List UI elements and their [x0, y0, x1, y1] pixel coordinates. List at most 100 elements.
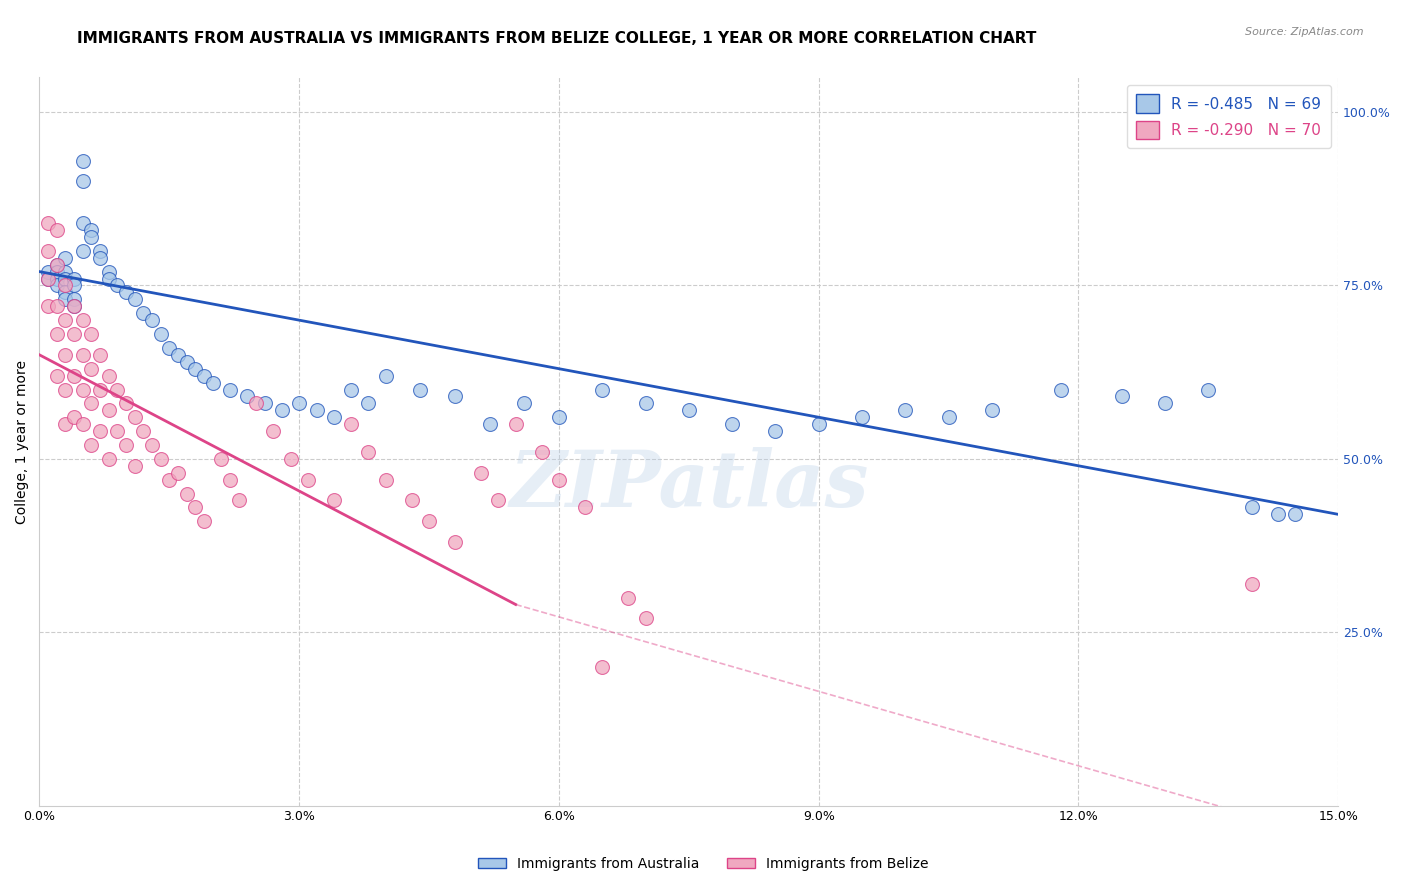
Point [72, 417, 94, 432]
Point [45, 326, 67, 341]
Y-axis label: College, 1 year or more: College, 1 year or more [15, 359, 30, 524]
Point [851, 410, 873, 425]
Point [45, 258, 67, 272]
Point [1284, 508, 1306, 522]
Point [409, 383, 432, 397]
Point [80, 223, 103, 237]
Point [63, 410, 86, 425]
Text: IMMIGRANTS FROM AUSTRALIA VS IMMIGRANTS FROM BELIZE COLLEGE, 1 YEAR OR MORE CORR: IMMIGRANTS FROM AUSTRALIA VS IMMIGRANTS … [77, 31, 1036, 46]
Point [1154, 396, 1177, 410]
Point [262, 424, 284, 438]
Point [124, 458, 146, 473]
Point [574, 500, 596, 515]
Point [63, 293, 86, 307]
Point [1240, 500, 1263, 515]
Point [55, 251, 77, 265]
Point [548, 410, 571, 425]
Point [530, 445, 553, 459]
Point [55, 417, 77, 432]
Point [280, 451, 302, 466]
Point [1267, 508, 1289, 522]
Point [115, 438, 138, 452]
Point [55, 285, 77, 300]
Point [55, 293, 77, 307]
Point [176, 486, 198, 500]
Point [219, 383, 242, 397]
Point [115, 396, 138, 410]
Point [72, 244, 94, 258]
Point [721, 417, 744, 432]
Point [486, 493, 509, 508]
Point [401, 493, 423, 508]
Point [72, 174, 94, 188]
Point [72, 153, 94, 168]
Point [938, 410, 960, 425]
Point [37, 271, 59, 285]
Point [167, 466, 190, 480]
Point [97, 265, 120, 279]
Point [105, 424, 128, 438]
Point [894, 403, 917, 417]
Point [45, 299, 67, 313]
Point [634, 396, 657, 410]
Point [634, 611, 657, 625]
Point [513, 396, 536, 410]
Point [444, 535, 467, 549]
Point [45, 271, 67, 285]
Point [124, 293, 146, 307]
Point [1050, 383, 1073, 397]
Point [105, 278, 128, 293]
Legend: R = -0.485   N = 69, R = -0.290   N = 70: R = -0.485 N = 69, R = -0.290 N = 70 [1128, 85, 1330, 148]
Point [193, 514, 215, 528]
Point [149, 451, 172, 466]
Point [72, 313, 94, 327]
Text: Source: ZipAtlas.com: Source: ZipAtlas.com [1246, 27, 1364, 37]
Point [63, 271, 86, 285]
Point [157, 473, 180, 487]
Point [591, 660, 613, 674]
Point [55, 271, 77, 285]
Point [444, 389, 467, 403]
Point [591, 383, 613, 397]
Point [253, 396, 276, 410]
Point [63, 368, 86, 383]
Point [157, 341, 180, 355]
Point [193, 368, 215, 383]
Point [72, 216, 94, 230]
Point [80, 230, 103, 244]
Point [97, 451, 120, 466]
Point [63, 278, 86, 293]
Point [132, 306, 155, 320]
Point [97, 271, 120, 285]
Point [63, 326, 86, 341]
Point [322, 493, 344, 508]
Text: ZIPatlas: ZIPatlas [509, 447, 869, 524]
Point [55, 265, 77, 279]
Point [124, 410, 146, 425]
Point [228, 493, 250, 508]
Point [245, 396, 267, 410]
Point [305, 403, 328, 417]
Point [89, 424, 111, 438]
Point [470, 466, 492, 480]
Point [418, 514, 440, 528]
Point [55, 278, 77, 293]
Point [55, 348, 77, 362]
Point [45, 265, 67, 279]
Point [89, 348, 111, 362]
Point [548, 473, 571, 487]
Point [184, 361, 207, 376]
Point [322, 410, 344, 425]
Point [45, 258, 67, 272]
Point [176, 355, 198, 369]
Point [374, 473, 396, 487]
Point [55, 383, 77, 397]
Point [115, 285, 138, 300]
Point [89, 251, 111, 265]
Point [80, 438, 103, 452]
Point [765, 424, 787, 438]
Point [132, 424, 155, 438]
Point [357, 396, 380, 410]
Point [1197, 383, 1219, 397]
Point [807, 417, 830, 432]
